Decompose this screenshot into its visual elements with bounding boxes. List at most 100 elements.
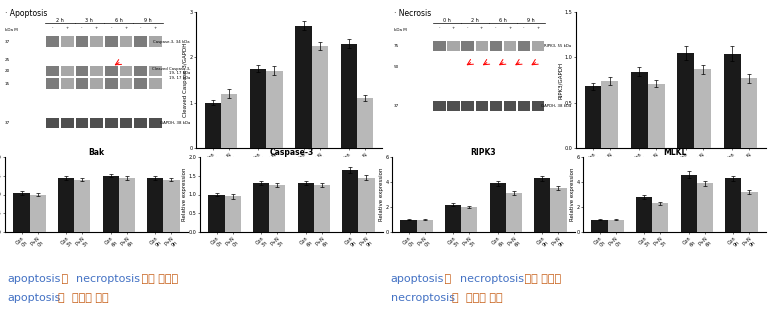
Bar bbox=[91, 117, 103, 128]
Text: -: - bbox=[523, 26, 525, 29]
Bar bbox=[61, 117, 74, 128]
Bar bbox=[433, 41, 446, 51]
Bar bbox=[741, 78, 757, 148]
Text: 에: 에 bbox=[452, 293, 462, 303]
Text: necroptosis: necroptosis bbox=[391, 293, 455, 303]
Bar bbox=[91, 78, 103, 89]
Bar bbox=[490, 183, 506, 232]
Bar bbox=[416, 219, 433, 232]
Bar bbox=[741, 192, 758, 232]
Bar bbox=[269, 185, 286, 232]
Bar bbox=[447, 101, 460, 111]
Text: -: - bbox=[111, 26, 112, 29]
Text: necroptosis: necroptosis bbox=[460, 274, 523, 284]
Bar bbox=[46, 66, 59, 76]
Bar bbox=[119, 36, 132, 47]
Bar bbox=[204, 103, 221, 148]
Bar bbox=[250, 69, 266, 148]
Bar bbox=[221, 94, 238, 148]
Bar bbox=[163, 179, 180, 232]
Bar bbox=[134, 78, 147, 89]
Text: 75: 75 bbox=[394, 44, 399, 48]
Title: MLKL: MLKL bbox=[663, 148, 687, 157]
Text: RIPK3, 55 kDa: RIPK3, 55 kDa bbox=[544, 44, 571, 48]
Bar bbox=[105, 78, 118, 89]
Bar bbox=[357, 98, 373, 148]
Bar bbox=[358, 178, 375, 232]
Bar bbox=[518, 101, 530, 111]
Bar bbox=[313, 185, 330, 232]
Bar bbox=[681, 175, 697, 232]
Y-axis label: Relative expression: Relative expression bbox=[570, 168, 575, 221]
Text: 2 h: 2 h bbox=[471, 18, 478, 23]
Bar bbox=[447, 41, 460, 51]
Text: apoptosis: apoptosis bbox=[391, 274, 444, 284]
Title: RIPK3: RIPK3 bbox=[471, 148, 496, 157]
Bar bbox=[119, 178, 135, 232]
Text: +: + bbox=[154, 26, 157, 29]
Text: · Necrosis: · Necrosis bbox=[394, 9, 431, 18]
Bar bbox=[119, 78, 132, 89]
Text: GAPDH, 38 kDa: GAPDH, 38 kDa bbox=[541, 104, 571, 108]
Text: 37: 37 bbox=[394, 104, 399, 108]
Text: kDa M: kDa M bbox=[5, 29, 18, 33]
Text: +: + bbox=[95, 26, 98, 29]
Text: Caspase-3, 34 kDa: Caspase-3, 34 kDa bbox=[153, 40, 190, 44]
Bar bbox=[134, 66, 147, 76]
Bar bbox=[149, 117, 162, 128]
Text: 6 h: 6 h bbox=[115, 18, 122, 23]
Title: Bak: Bak bbox=[88, 148, 104, 157]
Text: Cleaved Caspase-3,
19, 17 kDa: Cleaved Caspase-3, 19, 17 kDa bbox=[152, 67, 190, 75]
Text: 동시 차단이: 동시 차단이 bbox=[521, 274, 561, 284]
Bar bbox=[534, 178, 550, 232]
Bar bbox=[76, 66, 88, 76]
Text: · Apoptosis: · Apoptosis bbox=[5, 9, 47, 18]
Bar bbox=[76, 117, 88, 128]
Bar bbox=[298, 183, 313, 232]
Bar bbox=[105, 66, 118, 76]
Text: -: - bbox=[81, 26, 83, 29]
Bar bbox=[61, 66, 74, 76]
Text: apoptosis: apoptosis bbox=[8, 293, 61, 303]
Text: +: + bbox=[536, 26, 539, 29]
Bar bbox=[475, 41, 488, 51]
Bar bbox=[76, 36, 88, 47]
Text: +: + bbox=[480, 26, 483, 29]
Text: 및: 및 bbox=[441, 274, 454, 284]
Text: 50: 50 bbox=[394, 65, 399, 69]
Bar bbox=[694, 69, 711, 148]
Text: -: - bbox=[140, 26, 142, 29]
Text: -: - bbox=[439, 26, 440, 29]
Y-axis label: RIPK3/GAPDH: RIPK3/GAPDH bbox=[558, 61, 563, 99]
Bar bbox=[224, 196, 241, 232]
Bar bbox=[591, 219, 608, 232]
Text: 및: 및 bbox=[58, 274, 71, 284]
Text: 9 h: 9 h bbox=[144, 18, 152, 23]
Bar bbox=[341, 44, 357, 148]
Bar bbox=[208, 194, 224, 232]
Bar bbox=[504, 41, 515, 51]
Bar bbox=[342, 170, 358, 232]
Text: 에: 에 bbox=[58, 293, 68, 303]
Text: 3 h: 3 h bbox=[85, 18, 93, 23]
Bar bbox=[29, 194, 46, 232]
Bar bbox=[149, 78, 162, 89]
Text: -: - bbox=[52, 26, 53, 29]
Bar bbox=[91, 36, 103, 47]
Bar bbox=[518, 41, 530, 51]
Bar bbox=[652, 203, 668, 232]
Bar bbox=[266, 71, 283, 148]
Bar bbox=[312, 46, 328, 148]
Bar bbox=[461, 41, 474, 51]
Bar bbox=[46, 36, 59, 47]
Bar bbox=[636, 197, 652, 232]
Bar bbox=[147, 178, 163, 232]
Y-axis label: Relative expression: Relative expression bbox=[183, 168, 187, 221]
Bar bbox=[490, 101, 502, 111]
Title: Caspase-3: Caspase-3 bbox=[269, 148, 313, 157]
Bar bbox=[433, 101, 446, 111]
Bar bbox=[400, 219, 416, 232]
Bar bbox=[119, 117, 132, 128]
Bar bbox=[445, 205, 461, 232]
Bar bbox=[631, 72, 648, 148]
